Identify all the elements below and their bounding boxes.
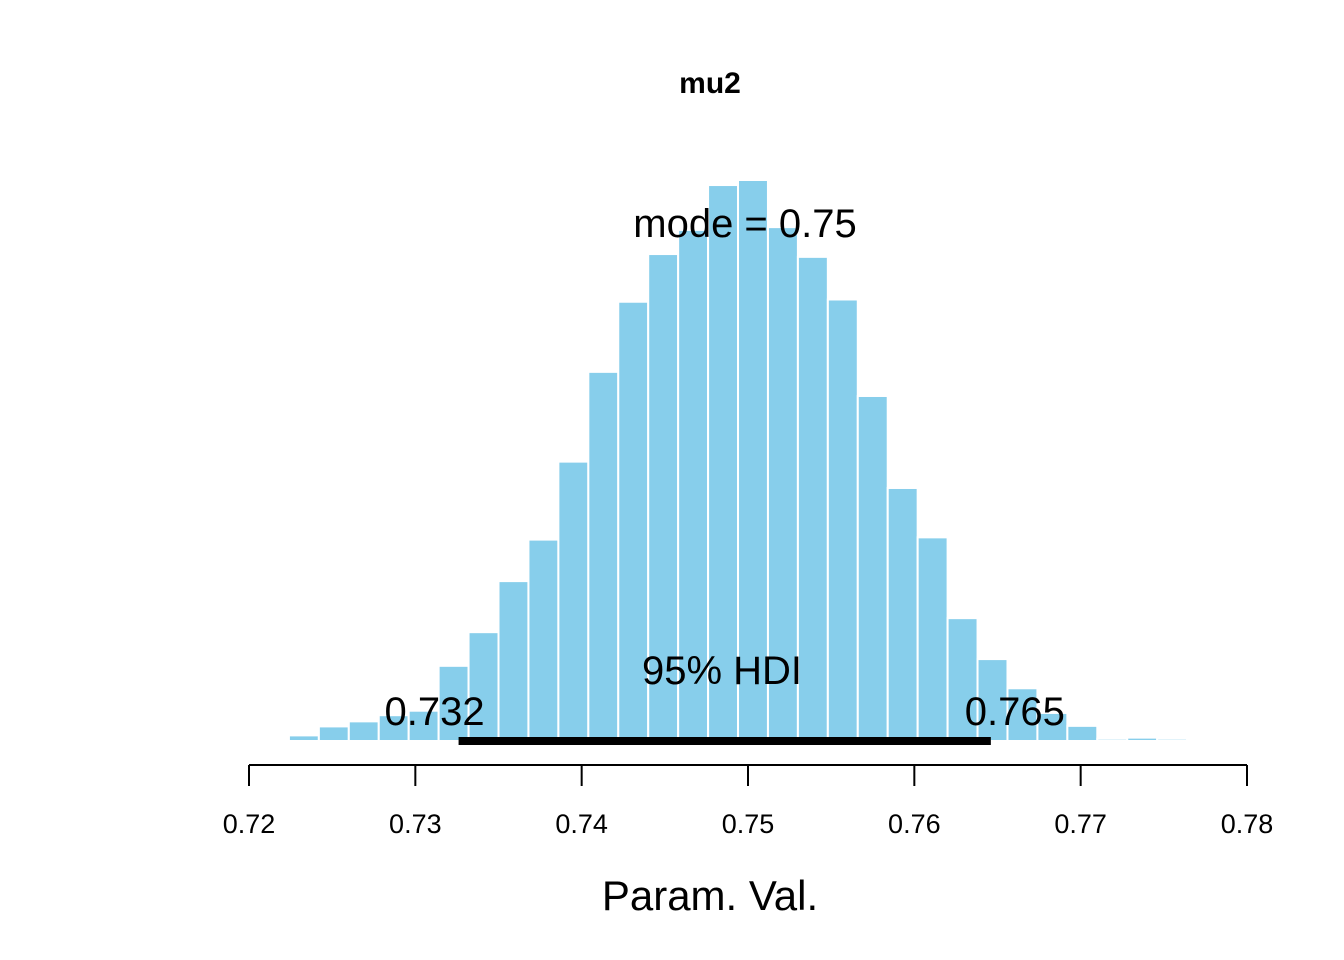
x-axis: 0.72 0.73 0.74 0.75 0.76 0.77 0.78 <box>223 764 1274 839</box>
histogram-bar <box>1096 737 1129 742</box>
histogram-bars <box>257 179 1219 743</box>
x-axis-label: Param. Val. <box>602 872 818 919</box>
histogram-bar <box>407 709 440 742</box>
x-tick-label: 0.75 <box>722 809 775 839</box>
hdi-label: 95% HDI <box>642 649 802 693</box>
hdi-high-label: 0.765 <box>965 690 1065 734</box>
histogram-bar <box>916 536 949 742</box>
chart-title: mu2 <box>679 67 741 100</box>
histogram-bar <box>1186 738 1219 742</box>
x-tick-label: 0.74 <box>555 809 608 839</box>
x-tick-label: 0.78 <box>1221 809 1274 839</box>
x-tick-label: 0.76 <box>888 809 941 839</box>
mode-label: mode = 0.75 <box>633 202 857 246</box>
histogram-bar <box>347 720 380 742</box>
histogram-bar <box>886 486 919 743</box>
histogram-bar <box>766 226 799 742</box>
histogram-bar <box>796 255 829 742</box>
histogram-bar <box>317 725 350 743</box>
histogram-bar <box>287 734 320 743</box>
histogram-bar <box>527 538 560 743</box>
histogram-bar <box>587 370 620 742</box>
histogram-bar <box>946 617 979 742</box>
x-tick-label: 0.73 <box>389 809 442 839</box>
histogram-bar <box>257 738 290 743</box>
histogram-bar <box>826 298 859 742</box>
histogram-bar <box>497 580 530 742</box>
histogram-bar <box>557 460 590 742</box>
histogram-bar <box>1006 687 1039 742</box>
hdi-low-label: 0.732 <box>385 690 485 734</box>
histogram-bar <box>707 184 740 742</box>
histogram-bar <box>467 631 500 743</box>
histogram-bar <box>1156 737 1189 742</box>
histogram-bar <box>976 658 1009 742</box>
histogram-bar <box>647 253 680 742</box>
histogram-bar <box>1066 724 1099 743</box>
x-tick-label: 0.72 <box>223 809 276 839</box>
x-tick-label: 0.77 <box>1054 809 1107 839</box>
histogram-bar <box>1126 736 1159 742</box>
histogram-bar <box>856 394 889 742</box>
